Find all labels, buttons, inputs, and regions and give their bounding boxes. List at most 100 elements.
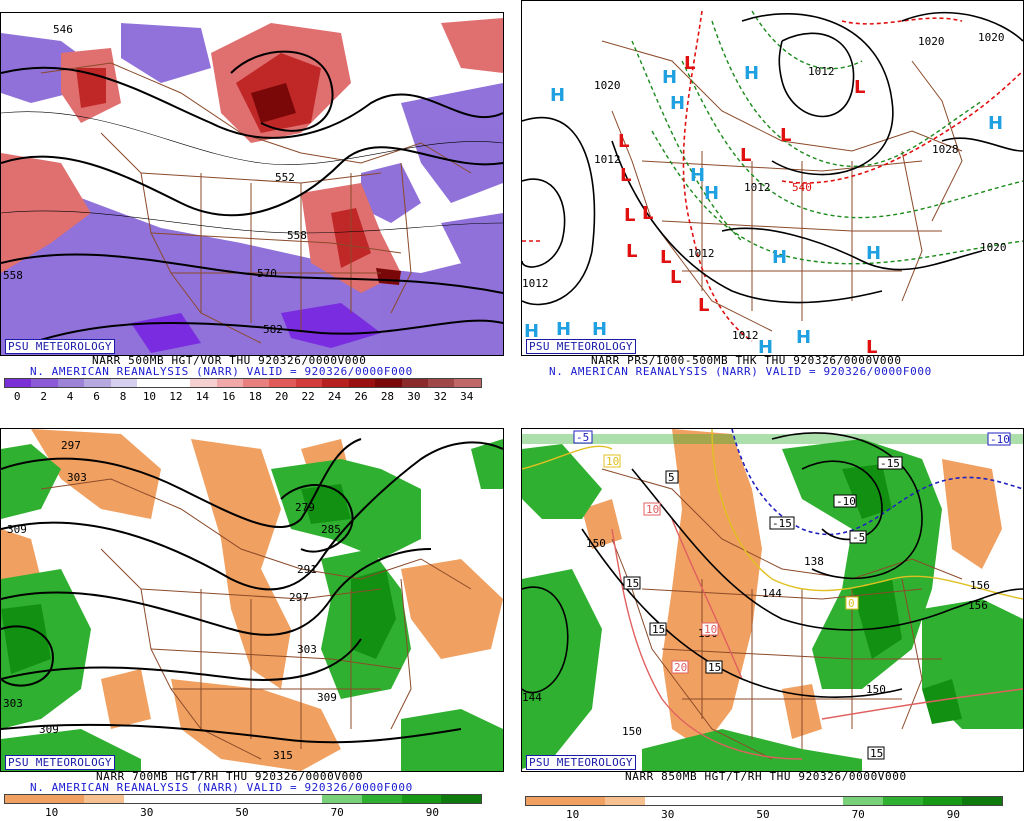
colorbar-tick-label: 22 bbox=[301, 390, 315, 403]
colorbar-swatch bbox=[242, 379, 270, 387]
panel-surface-pressure-thickness: 1020 1020 1020 1012 1012 1012 1028 1012 … bbox=[521, 0, 1024, 409]
colorbar-swatch bbox=[243, 795, 283, 803]
colorbar-swatch bbox=[84, 379, 111, 387]
low-pressure-marker: L bbox=[626, 241, 637, 262]
colorbar-swatch bbox=[843, 797, 884, 805]
colorbar-swatch bbox=[190, 379, 217, 387]
colorbar-tick-label: 12 bbox=[169, 390, 183, 403]
high-pressure-marker: H bbox=[744, 63, 759, 84]
temp-label-box: 10 bbox=[701, 622, 719, 636]
colorbar-swatch bbox=[44, 795, 85, 803]
colorbar-swatch bbox=[922, 797, 963, 805]
contour-label: 558 bbox=[287, 229, 307, 242]
svg-text:15: 15 bbox=[626, 577, 639, 590]
svg-text:15: 15 bbox=[708, 661, 721, 674]
temp-label-box: 10 bbox=[603, 454, 621, 468]
colorbar-tick-label: 8 bbox=[119, 390, 127, 403]
contour-label: 138 bbox=[804, 555, 824, 568]
temp-label-box: -5 bbox=[849, 530, 867, 544]
high-pressure-marker: H bbox=[758, 337, 773, 355]
contour-label: 150 bbox=[622, 725, 642, 738]
temp-label-box: -5 bbox=[573, 430, 593, 444]
map-500mb-canvas: 546 552 558 570 582 558 bbox=[1, 13, 503, 355]
colorbar-tick-label: 2 bbox=[40, 390, 47, 403]
colorbar-swatch bbox=[57, 379, 85, 387]
colorbar-swatch bbox=[724, 797, 765, 805]
contour-label: 297 bbox=[61, 439, 81, 452]
low-pressure-marker: L bbox=[620, 165, 631, 186]
colorbar-swatch bbox=[163, 379, 191, 387]
high-pressure-marker: H bbox=[592, 319, 607, 340]
isobar-label: 1012 bbox=[688, 247, 715, 260]
temp-label-box: 15 bbox=[867, 746, 885, 760]
colorbar-tick-label: 26 bbox=[354, 390, 368, 403]
isobar-label: 1020 bbox=[980, 241, 1007, 254]
colorbar-tick-label: 24 bbox=[327, 390, 342, 403]
contour-label: 570 bbox=[257, 267, 277, 280]
colorbar-swatch bbox=[295, 379, 323, 387]
contour-label: 303 bbox=[67, 471, 87, 484]
svg-text:10: 10 bbox=[704, 623, 717, 636]
colorbar-tick-label: 6 bbox=[93, 390, 100, 403]
low-pressure-marker: L bbox=[854, 77, 865, 98]
low-pressure-marker: L bbox=[740, 145, 751, 166]
contour-label: 156 bbox=[968, 599, 988, 612]
high-pressure-marker: H bbox=[796, 327, 811, 348]
colorbar-swatch bbox=[137, 379, 164, 387]
colorbar-swatch bbox=[375, 379, 402, 387]
svg-text:20: 20 bbox=[674, 661, 687, 674]
low-pressure-marker: L bbox=[642, 203, 653, 224]
caption-title: NARR 500MB HGT/VOR THU 920326/0000V000 bbox=[92, 354, 367, 367]
colorbar-tick-label: 28 bbox=[380, 390, 395, 403]
colorbar-swatch bbox=[5, 379, 32, 387]
colorbar-swatch bbox=[216, 379, 243, 387]
colorbar-swatch bbox=[31, 379, 58, 387]
caption-title: NARR 700MB HGT/RH THU 920326/0000V000 bbox=[96, 770, 364, 783]
colorbar-tick-label: 30 bbox=[140, 806, 154, 819]
contour-label: 309 bbox=[39, 723, 59, 736]
colorbar-swatch bbox=[269, 379, 296, 387]
colorbar-tick-label: 10 bbox=[142, 390, 157, 403]
svg-text:-10: -10 bbox=[836, 495, 856, 508]
isobar-label: 1020 bbox=[978, 31, 1005, 44]
contour-label: 156 bbox=[970, 579, 990, 592]
isobar-label: 1012 bbox=[594, 153, 621, 166]
colorbar-ticks: 10 30 50 70 90 bbox=[4, 806, 480, 819]
map-850mb-canvas: 150 150 138 144 150 156 156 150 144 -5 -… bbox=[522, 429, 1023, 771]
colorbar-swatch bbox=[645, 797, 685, 805]
colorbar-swatch bbox=[362, 795, 402, 803]
temp-label-box: 10 bbox=[643, 502, 661, 516]
contour-label: 309 bbox=[317, 691, 337, 704]
isobar-label: 1020 bbox=[594, 79, 621, 92]
colorbar-swatch bbox=[110, 379, 138, 387]
panel-700mb-rh: 297 303 309 279 285 291 297 303 309 315 … bbox=[0, 412, 512, 819]
colorbar-tick-label: 0 bbox=[13, 390, 21, 403]
caption-valid: N. AMERICAN REANALYSIS (NARR) VALID = 92… bbox=[30, 365, 413, 378]
low-pressure-marker: L bbox=[866, 337, 877, 355]
temp-label-box: -10 bbox=[833, 494, 857, 508]
colorbar-swatch bbox=[454, 379, 481, 387]
temp-label-box: -15 bbox=[769, 516, 795, 530]
colorbar-swatch bbox=[5, 795, 45, 803]
isobar-label: 1012 bbox=[732, 329, 759, 342]
svg-text:-5: -5 bbox=[852, 531, 865, 544]
low-pressure-marker: L bbox=[624, 205, 635, 226]
low-pressure-marker: L bbox=[780, 125, 791, 146]
high-pressure-marker: H bbox=[556, 319, 571, 340]
low-pressure-marker: L bbox=[670, 267, 681, 288]
psu-brand: PSU METEOROLOGY bbox=[5, 755, 115, 770]
colorbar-swatch bbox=[348, 379, 376, 387]
colorbar-swatch bbox=[401, 379, 428, 387]
temp-label-box: 15 bbox=[623, 576, 641, 590]
colorbar-tick-label: 16 bbox=[222, 390, 236, 403]
low-pressure-marker: L bbox=[660, 247, 671, 268]
map-700mb: 297 303 309 279 285 291 297 303 309 315 … bbox=[0, 428, 504, 772]
isobar-label: 1028 bbox=[932, 143, 959, 156]
map-700mb-canvas: 297 303 309 279 285 291 297 303 309 315 … bbox=[1, 429, 503, 771]
psu-brand: PSU METEOROLOGY bbox=[5, 339, 115, 354]
colorbar-tick-label: 10 bbox=[565, 808, 580, 821]
high-pressure-marker: H bbox=[670, 93, 685, 114]
high-pressure-marker: H bbox=[662, 67, 677, 88]
contour-label: 150 bbox=[866, 683, 886, 696]
colorbar-swatch bbox=[684, 797, 725, 805]
